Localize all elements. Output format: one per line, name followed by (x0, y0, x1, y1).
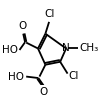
Text: N: N (62, 43, 70, 53)
Text: CH₃: CH₃ (79, 43, 99, 53)
Text: HO: HO (8, 72, 24, 82)
Text: O: O (39, 87, 48, 96)
Text: O: O (18, 22, 27, 31)
Text: Cl: Cl (45, 9, 55, 19)
Text: Cl: Cl (69, 71, 79, 81)
Text: HO: HO (2, 45, 18, 55)
